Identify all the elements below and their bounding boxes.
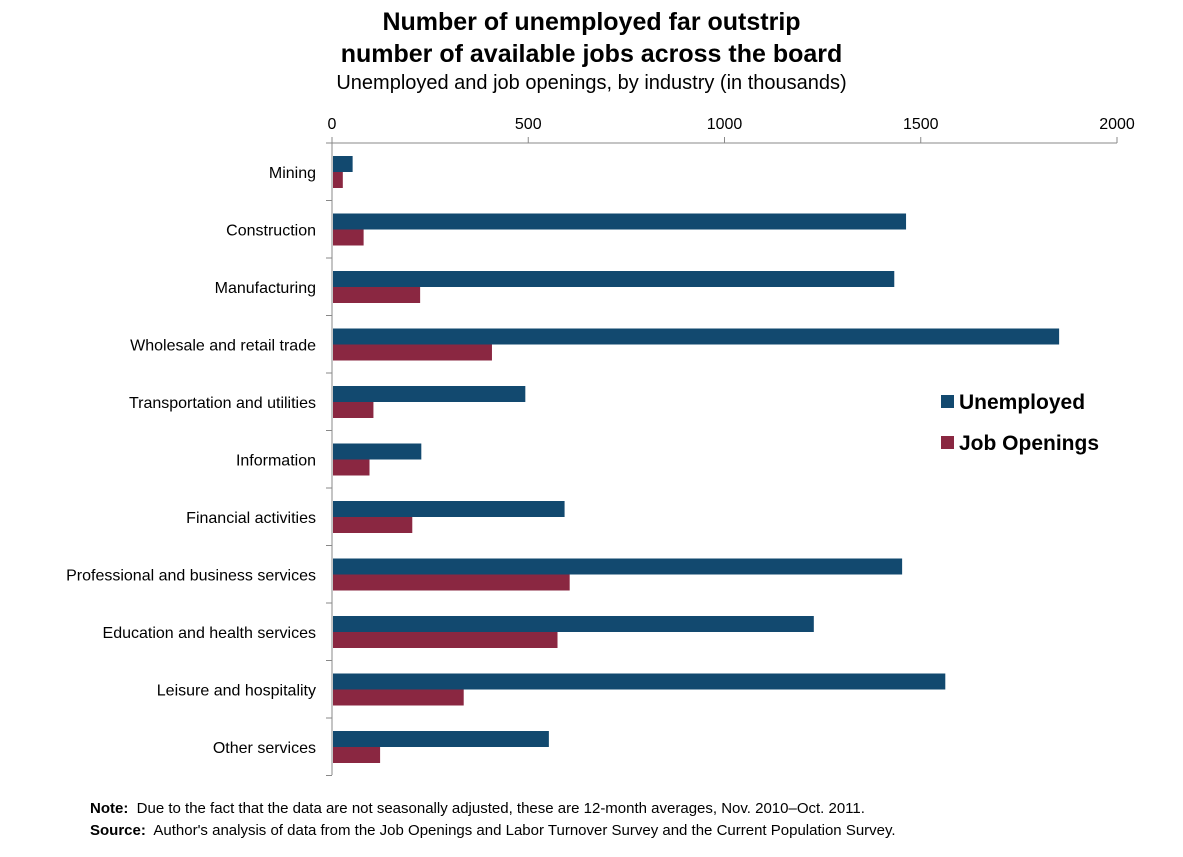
x-tick-label: 0 <box>328 116 337 133</box>
bar-unemployed <box>333 156 353 172</box>
bar-unemployed <box>333 558 903 575</box>
bar-unemployed <box>333 213 907 230</box>
category-label: Leisure and hospitality <box>157 683 316 700</box>
bar-unemployed <box>333 271 895 287</box>
bar-unemployed <box>333 501 565 517</box>
bar-job-openings <box>333 344 492 361</box>
bar-job-openings <box>333 287 421 303</box>
chart-title-line-1: Number of unemployed far outstrip <box>382 8 801 36</box>
bar-unemployed <box>333 386 526 402</box>
bar-unemployed <box>333 731 549 747</box>
bar-job-openings <box>333 517 413 533</box>
category-label: Transportation and utilities <box>129 395 316 412</box>
bar-job-openings <box>333 229 364 246</box>
bar-job-openings <box>333 172 343 188</box>
chart-subtitle: Unemployed and job openings, by industry… <box>336 72 847 94</box>
x-tick-label: 1000 <box>707 116 743 133</box>
category-label: Other services <box>213 740 316 757</box>
note-text: Due to the fact that the data are not se… <box>136 800 865 817</box>
category-label: Construction <box>226 223 316 240</box>
bar-job-openings <box>333 747 381 763</box>
category-label: Financial activities <box>186 510 316 527</box>
bar-job-openings <box>333 459 370 476</box>
bar-unemployed <box>333 616 814 632</box>
x-tick-label: 500 <box>515 116 542 133</box>
note-line: Note: Due to the fact that the data are … <box>90 800 865 817</box>
chart-title-line-2: number of available jobs across the boar… <box>340 40 843 68</box>
source-text: Author's analysis of data from the Job O… <box>153 822 896 839</box>
legend-swatch <box>941 395 954 408</box>
bar-job-openings <box>333 574 570 591</box>
source-line: Source: Author's analysis of data from t… <box>90 822 896 839</box>
legend-label: Job Openings <box>959 432 1099 455</box>
legend-label: Unemployed <box>959 391 1085 414</box>
category-label: Mining <box>269 165 316 182</box>
bar-unemployed <box>333 443 422 460</box>
legend-swatch <box>941 436 954 449</box>
note-label: Note: <box>90 800 129 817</box>
category-label: Manufacturing <box>215 280 316 297</box>
category-label: Professional and business services <box>66 568 316 585</box>
category-label: Education and health services <box>103 625 316 642</box>
bar-unemployed <box>333 328 1060 345</box>
source-label: Source: <box>90 822 146 839</box>
bar-job-openings <box>333 689 464 706</box>
bar-unemployed <box>333 673 946 690</box>
x-tick-label: 2000 <box>1099 116 1135 133</box>
x-tick-label: 1500 <box>903 116 939 133</box>
category-label: Wholesale and retail trade <box>130 338 316 355</box>
bar-job-openings <box>333 632 558 648</box>
bar-job-openings <box>333 402 374 418</box>
category-label: Information <box>236 453 316 470</box>
